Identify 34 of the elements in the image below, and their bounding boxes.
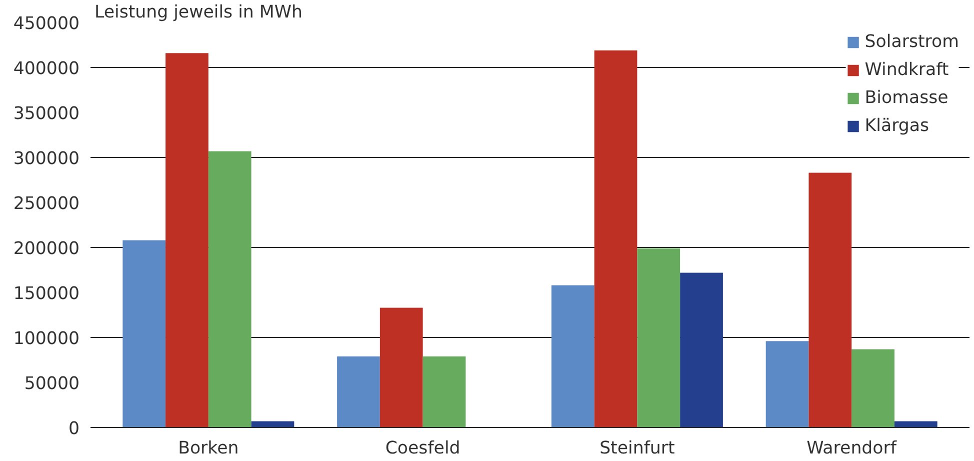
bar [551,285,594,428]
y-tick-label: 150000 [13,284,80,304]
bar [337,356,380,428]
bar [208,151,252,428]
bar [808,172,852,428]
x-tick-label: Warendorf [806,438,898,458]
y-tick-label: 450000 [13,14,80,34]
bar [894,421,938,428]
bar [122,240,166,428]
bar [422,356,466,428]
y-tick-label: 350000 [13,104,80,124]
bar [852,349,894,428]
x-tick-label: Steinfurt [600,438,676,458]
y-tick-label: 50000 [24,374,80,394]
y-tick-label: 200000 [13,239,80,259]
bar [166,53,208,428]
y-axis-title: Leistung jeweils in MWh [94,2,302,22]
y-tick-label: 100000 [13,329,80,349]
y-tick-label: 400000 [13,59,80,79]
bar [680,272,723,428]
bar [251,421,294,428]
legend-label: Solarstrom [864,32,959,52]
y-tick-label: 250000 [13,194,80,214]
y-tick-label: 0 [68,419,80,439]
x-tick-label: Borken [178,438,239,458]
legend-label: Klärgas [864,116,930,136]
bar [766,341,809,428]
bar [380,308,423,428]
bar [594,50,638,428]
x-tick-label: Coesfeld [385,438,460,458]
bar [637,248,680,428]
legend-label: Biomasse [864,88,948,108]
legend-label: Windkraft [864,60,949,80]
y-tick-label: 300000 [13,149,80,169]
